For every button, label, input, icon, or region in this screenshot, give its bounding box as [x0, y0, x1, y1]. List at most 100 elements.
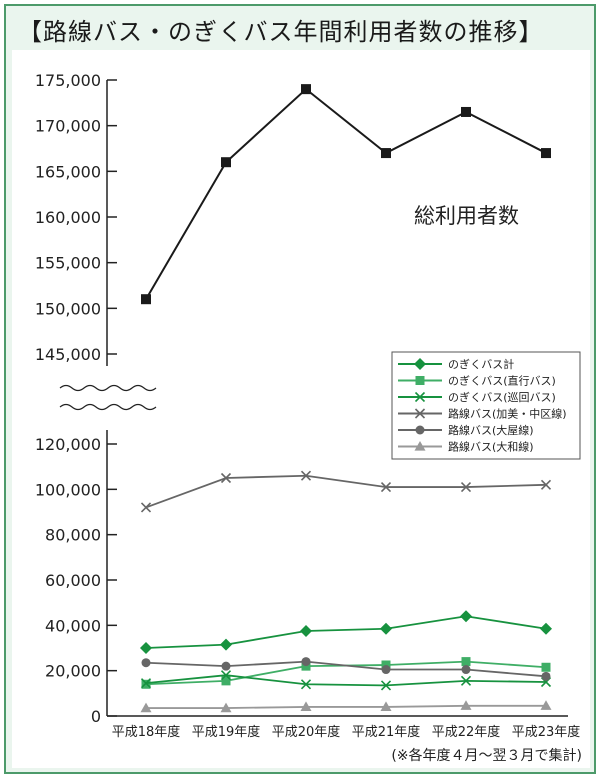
series-1-line	[145, 615, 547, 649]
x-tick-label-0: 平成18年度	[112, 724, 181, 740]
series-6-line	[146, 704, 546, 709]
legend-label-5: 路線バス(大和線)	[448, 440, 534, 454]
series-4-point-0	[140, 502, 152, 513]
y-tick-lower-3-label: 60,000	[45, 571, 101, 590]
series-4-point-3	[380, 482, 392, 493]
legend-item-3: 路線バス(加美・中区線)	[398, 407, 567, 421]
legend-swatch-marker-4	[415, 425, 425, 435]
legend-item-0: のぎくバス計	[398, 357, 514, 371]
series-3-point-3	[380, 680, 392, 691]
legend-swatch-marker-3	[414, 408, 426, 419]
legend-swatch-marker-0	[414, 358, 426, 370]
legend-item-5: 路線バス(大和線)	[398, 440, 534, 454]
y-tick-upper-3-label: 160,000	[35, 208, 101, 227]
series-5-point-3	[381, 665, 391, 675]
series-0-point-5	[541, 148, 551, 159]
series-1-point-2	[300, 625, 312, 637]
x-tick-label-5: 平成23年度	[512, 724, 581, 740]
series-0-point-4	[461, 106, 471, 117]
y-tick-upper-0-label: 145,000	[35, 345, 101, 364]
y-tick-lower-6-label: 120,000	[35, 435, 101, 454]
series-3-line	[145, 674, 547, 687]
series-4-point-5	[540, 479, 552, 490]
y-tick-lower-4-label: 80,000	[45, 526, 101, 545]
series-2-point-1	[221, 676, 231, 686]
y-tick-upper-4-label: 165,000	[35, 162, 101, 181]
series-4-line	[145, 474, 547, 509]
y-tick-lower-2-label: 40,000	[45, 616, 101, 635]
x-tick-label-4: 平成22年度	[432, 724, 501, 740]
axis-break-wave-lower	[59, 403, 157, 411]
series-6-point-2	[300, 701, 312, 712]
series-0	[141, 84, 551, 305]
y-tick-upper-6-label: 175,000	[35, 71, 101, 90]
axis-break-wave-upper	[59, 384, 157, 392]
series-1-point-1	[220, 638, 232, 651]
series-6	[140, 700, 552, 713]
series-5-point-1	[221, 661, 231, 671]
series-2-point-2	[301, 661, 311, 671]
series-2-point-5	[541, 662, 551, 672]
legend-label-0: のぎくバス計	[448, 357, 514, 371]
x-tick-label-2: 平成20年度	[272, 724, 341, 740]
y-tick-upper-5-label: 170,000	[35, 117, 101, 136]
footnote: (※各年度４月〜翌３月で集計)	[391, 747, 582, 764]
series-6-point-3	[380, 701, 392, 712]
x-tick-label-1: 平成19年度	[192, 724, 261, 740]
series-1-point-5	[540, 622, 552, 635]
series-6-point-1	[220, 702, 232, 713]
x-tick-label-3: 平成21年度	[352, 724, 421, 740]
series-5-line	[145, 660, 547, 678]
series-3-point-4	[460, 675, 472, 686]
plot-panel: 145,000 150,000 155,000 160,000 165,000 170,0…	[12, 50, 590, 768]
series-2-point-0	[141, 679, 151, 689]
series-5-point-4	[461, 665, 471, 675]
legend-swatch-marker-1	[415, 376, 425, 385]
series-2-point-4	[461, 657, 471, 667]
legend-swatch-marker-2	[414, 391, 426, 403]
series-4-point-4	[460, 482, 472, 493]
series-3-point-0	[140, 678, 152, 689]
chart-frame: 【路線バス・のぎくバス年間利用者数の推移】 145,000 150,000 155,…	[4, 4, 596, 774]
series-6-point-0	[140, 702, 152, 713]
title-bar: 【路線バス・のぎくバス年間利用者数の推移】	[6, 6, 594, 50]
series-5-point-2	[301, 657, 311, 667]
legend-label-3: 路線バス(加美・中区線)	[448, 407, 567, 421]
series-5-point-5	[541, 671, 551, 681]
series-5	[141, 657, 551, 681]
series-0-line	[145, 87, 547, 300]
series-4-point-2	[300, 470, 312, 481]
series-6-point-5	[540, 700, 552, 710]
axes: 145,000 150,000 155,000 160,000 165,000 170,0…	[35, 71, 580, 740]
series-3-point-1	[220, 670, 232, 681]
series-3	[140, 670, 552, 691]
chart-title: 【路線バス・のぎくバス年間利用者数の推移】	[18, 18, 544, 46]
series-3-point-2	[300, 679, 312, 690]
series-1-point-4	[460, 610, 472, 623]
y-tick-lower-5-label: 100,000	[35, 480, 101, 499]
series-1-point-0	[140, 642, 152, 654]
legend-label-1: のぎくバス(直行バス)	[448, 374, 556, 388]
legend-item-1: のぎくバス(直行バス)	[398, 374, 556, 388]
legend-label-2: のぎくバス(巡回バス)	[448, 390, 556, 404]
y-tick-upper-1-label: 150,000	[35, 299, 101, 318]
legend-label-4: 路線バス(大屋線)	[448, 423, 534, 437]
line-chart: 145,000 150,000 155,000 160,000 165,000 170,0…	[35, 71, 582, 764]
total-annotation: 総利用者数	[414, 204, 519, 228]
series-4-point-1	[220, 472, 232, 484]
series-1-point-3	[380, 622, 392, 635]
series-6-point-4	[460, 700, 472, 710]
series-0-point-3	[381, 148, 391, 159]
legend-item-4: 路線バス(大屋線)	[398, 423, 534, 437]
series-1	[140, 610, 552, 654]
y-tick-lower-0-label: 0	[91, 707, 101, 726]
legend-box	[391, 351, 581, 460]
series-0-point-2	[301, 84, 311, 95]
legend-item-2: のぎくバス(巡回バス)	[398, 390, 556, 404]
series-4	[140, 470, 552, 513]
series-layer	[140, 84, 552, 713]
series-2-point-3	[381, 660, 391, 670]
series-5-point-0	[141, 658, 151, 668]
series-0-point-1	[221, 157, 231, 168]
